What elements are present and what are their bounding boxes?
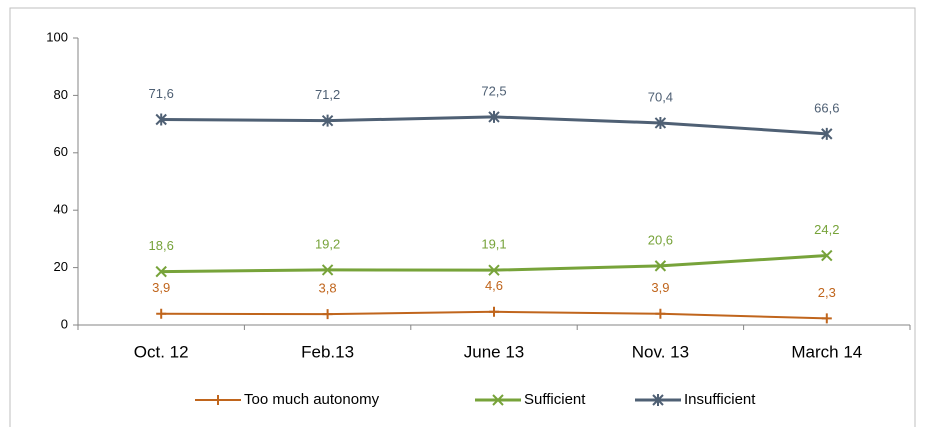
legend-marker: [213, 395, 223, 405]
y-tick-label: 60: [54, 144, 68, 159]
data-label: 3,9: [152, 280, 170, 295]
data-label: 4,6: [485, 278, 503, 293]
data-label: 72,5: [481, 83, 506, 98]
data-label: 70,4: [648, 89, 673, 104]
data-label: 3,8: [319, 281, 337, 296]
x-tick-label: March 14: [791, 342, 862, 361]
marker: [488, 110, 500, 123]
data-label: 3,9: [651, 280, 669, 295]
marker: [488, 264, 500, 276]
legend-label: Too much autonomy: [244, 391, 380, 408]
data-label: 71,6: [149, 86, 174, 101]
x-tick-label: June 13: [464, 342, 525, 361]
marker: [321, 114, 334, 127]
legend-marker: [652, 394, 664, 406]
y-tick-label: 100: [46, 29, 68, 44]
marker: [322, 309, 333, 320]
marker: [155, 265, 167, 278]
marker: [821, 313, 832, 324]
data-label: 19,2: [315, 236, 340, 251]
marker: [321, 264, 334, 276]
y-tick-label: 20: [54, 259, 68, 274]
marker: [821, 249, 833, 262]
marker: [654, 116, 667, 129]
data-label: 66,6: [814, 100, 839, 115]
marker: [655, 308, 666, 319]
marker: [489, 306, 499, 317]
legend-label: Insufficient: [684, 391, 756, 408]
y-tick-label: 40: [54, 202, 68, 217]
data-label: 2,3: [818, 285, 836, 300]
data-label: 20,6: [648, 232, 673, 247]
x-tick-label: Nov. 13: [632, 342, 689, 361]
x-tick-label: Feb.13: [301, 342, 354, 361]
data-label: 18,6: [149, 238, 174, 253]
marker: [155, 113, 167, 126]
y-tick-label: 0: [61, 316, 68, 331]
chart-frame: [9, 7, 916, 427]
marker: [156, 308, 167, 319]
y-tick-label: 80: [54, 87, 68, 102]
x-tick-label: Oct. 12: [134, 342, 189, 361]
legend-marker: [492, 394, 504, 406]
data-label: 24,2: [814, 222, 839, 237]
marker: [821, 127, 833, 140]
marker: [654, 260, 667, 272]
data-label: 19,1: [481, 237, 506, 252]
data-label: 71,2: [315, 87, 340, 102]
legend-label: Sufficient: [524, 391, 586, 408]
